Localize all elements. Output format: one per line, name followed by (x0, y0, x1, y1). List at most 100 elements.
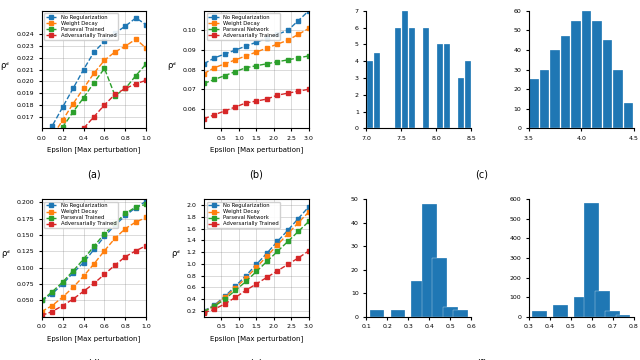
No Regularization (200, 62, 208, 66)
Weight Decay (273, 243, 281, 247)
Line: Weight Decay: Weight Decay (40, 216, 148, 313)
Bar (374, 53, 380, 129)
Bar (367, 61, 373, 129)
Weight Decay (294, 32, 302, 36)
No Regularization (122, 24, 129, 28)
No Regularization (284, 228, 292, 233)
Adversarially Trained (143, 78, 150, 82)
Legend: No Regularization, Weight Decay, Parseval Network, Adversarially Trained: No Regularization, Weight Decay, Parseva… (207, 202, 280, 228)
Weight Decay (100, 58, 108, 62)
No Regularization (294, 216, 302, 221)
Weight Decay (79, 86, 87, 91)
Weight Decay (143, 46, 150, 51)
Weight Decay (263, 46, 271, 50)
Adversarially Trained (90, 281, 98, 285)
Y-axis label: ρᵈ: ρᵈ (1, 249, 10, 258)
Adversarially Trained (242, 101, 250, 105)
Weight Decay (221, 295, 229, 300)
No Regularization (211, 56, 218, 60)
Parseval Network (284, 58, 292, 62)
Weight Decay (284, 232, 292, 236)
Adversarially Trained (200, 117, 208, 121)
Adversarially Trained (305, 249, 312, 253)
Adversarially Trained (122, 86, 129, 91)
Parseval Trained (122, 211, 129, 216)
Bar (402, 11, 408, 129)
Bar (584, 203, 599, 317)
Weight Decay (294, 220, 302, 225)
Bar (603, 40, 612, 129)
No Regularization (100, 234, 108, 239)
Bar (582, 11, 591, 129)
Line: Parseval Trained: Parseval Trained (40, 62, 148, 159)
No Regularization (132, 16, 140, 20)
Bar (605, 311, 620, 317)
No Regularization (90, 50, 98, 54)
Weight Decay (253, 265, 260, 270)
Weight Decay (305, 26, 312, 31)
Adversarially Trained (132, 249, 140, 253)
Text: (e): (e) (250, 358, 263, 360)
Y-axis label: ρᵈ: ρᵈ (1, 60, 10, 69)
Parseval Trained (38, 156, 45, 160)
Bar (572, 21, 580, 129)
Weight Decay (90, 71, 98, 75)
Parseval Network (263, 259, 271, 264)
Weight Decay (59, 118, 67, 122)
Adversarially Trained (221, 302, 229, 306)
No Regularization (59, 282, 67, 286)
Weight Decay (111, 50, 119, 54)
Weight Decay (59, 295, 67, 300)
Adversarially Trained (79, 289, 87, 293)
Parseval Trained (38, 298, 45, 303)
Parseval Trained (59, 280, 67, 284)
No Regularization (211, 303, 218, 307)
Bar (465, 61, 471, 129)
Bar (422, 28, 429, 129)
No Regularization (69, 86, 77, 91)
Adversarially Trained (294, 89, 302, 93)
Weight Decay (100, 249, 108, 253)
Parseval Network (273, 60, 281, 64)
Adversarially Trained (253, 99, 260, 103)
Line: No Regularization: No Regularization (40, 199, 148, 302)
Adversarially Trained (59, 303, 67, 308)
Adversarially Trained (111, 263, 119, 267)
Y-axis label: ρᵈ: ρᵈ (167, 60, 176, 69)
Parseval Trained (59, 125, 67, 130)
No Regularization (90, 247, 98, 252)
Text: (b): (b) (250, 170, 263, 180)
Bar (422, 204, 436, 317)
Text: (f): (f) (476, 358, 487, 360)
Weight Decay (232, 286, 239, 290)
Parseval Network (294, 56, 302, 60)
Parseval Trained (69, 269, 77, 273)
Bar (529, 80, 539, 129)
No Regularization (111, 223, 119, 228)
Bar (369, 310, 384, 317)
Weight Decay (69, 102, 77, 106)
Weight Decay (48, 135, 56, 139)
Weight Decay (122, 44, 129, 48)
No Regularization (284, 28, 292, 32)
Legend: No Regularization, Weight Decay, Parseval Trained, Adversarially Trained: No Regularization, Weight Decay, Parseva… (44, 202, 118, 228)
Parseval Trained (69, 110, 77, 114)
Adversarially Trained (79, 126, 87, 131)
Parseval Trained (111, 93, 119, 98)
Weight Decay (284, 38, 292, 42)
Bar (553, 305, 568, 317)
Adversarially Trained (200, 311, 208, 315)
Bar (595, 291, 609, 317)
Adversarially Trained (294, 256, 302, 260)
Adversarially Trained (211, 113, 218, 117)
Parseval Network (263, 62, 271, 66)
Parseval Trained (48, 290, 56, 294)
Text: (a): (a) (87, 170, 101, 180)
Bar (616, 315, 630, 317)
Parseval Network (305, 219, 312, 224)
Weight Decay (221, 62, 229, 66)
Bar (561, 36, 570, 129)
No Regularization (69, 271, 77, 275)
No Regularization (232, 48, 239, 52)
Bar (623, 103, 633, 129)
